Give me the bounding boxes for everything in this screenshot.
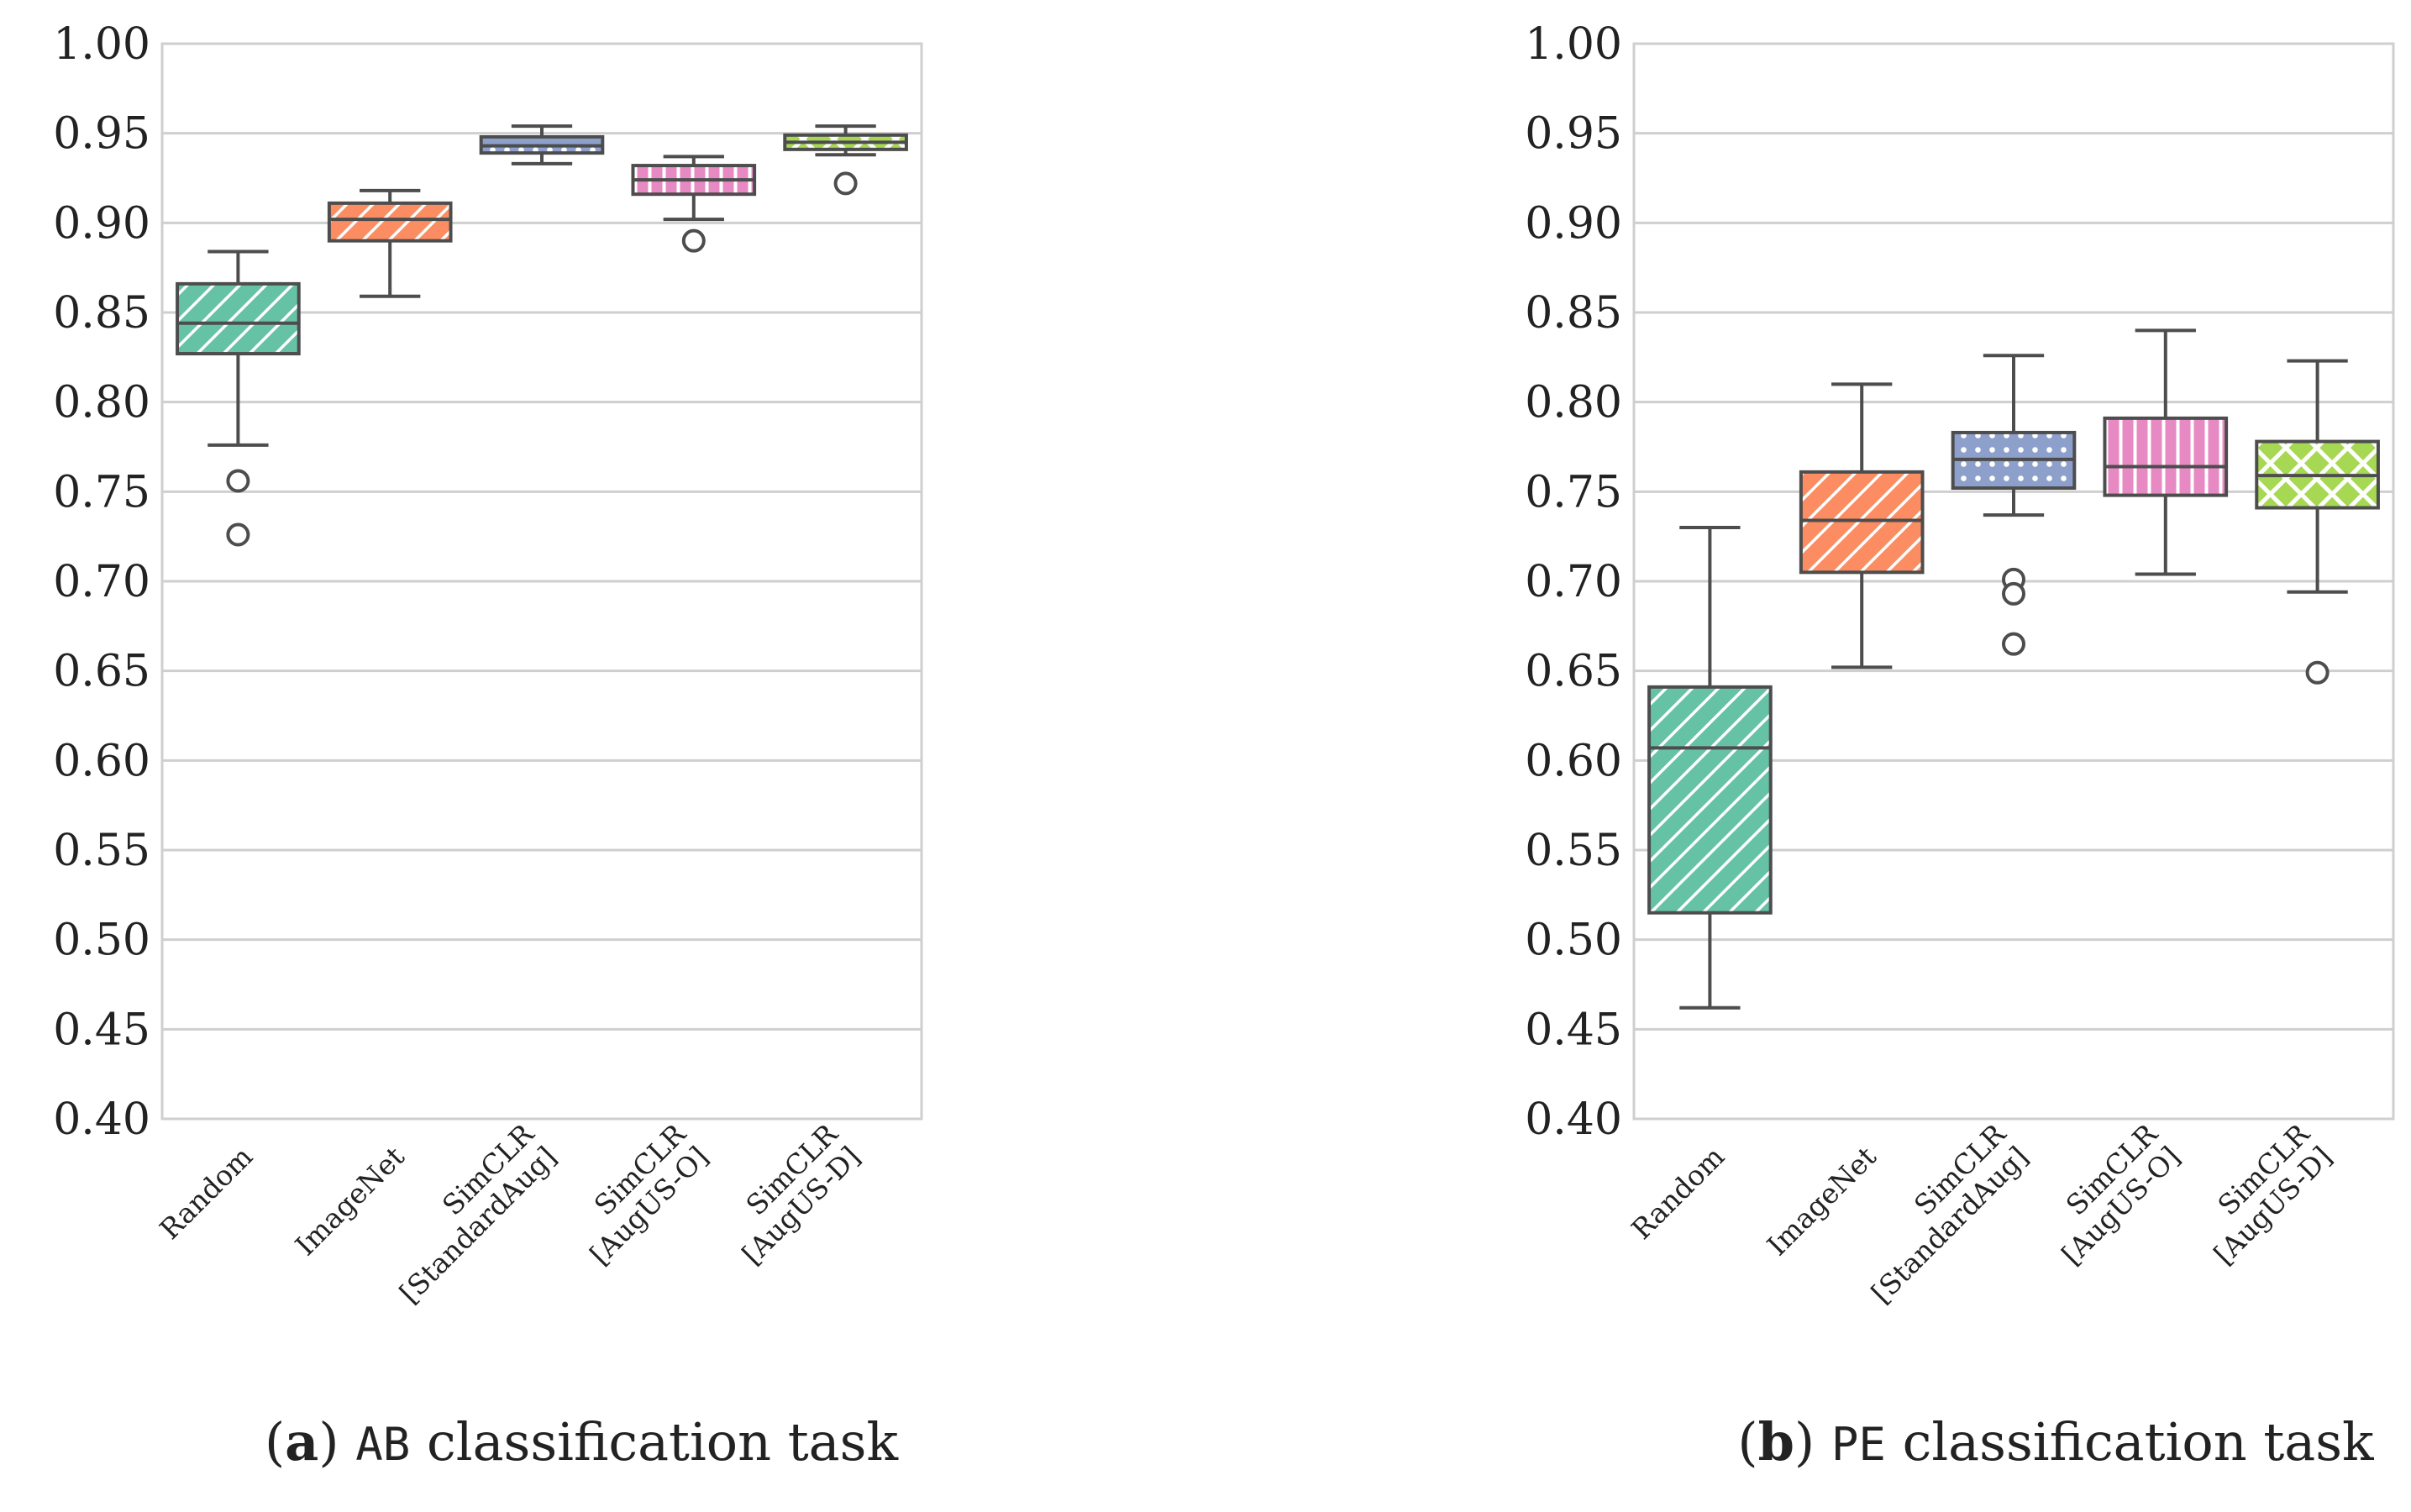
box-4	[2255, 359, 2380, 685]
y-tick-label: 0.55	[53, 826, 150, 876]
y-tick-label: 0.45	[1525, 1005, 1622, 1055]
plot-frame	[1632, 42, 2395, 1121]
box-hatch	[1800, 471, 1923, 573]
outlier-point	[681, 228, 706, 253]
x-tick-label: Random	[1625, 1140, 1731, 1246]
x-tick-label: SimCLR[AugUS-O]	[561, 1116, 716, 1271]
box-hatch	[1649, 686, 1771, 913]
y-tick-label: 0.55	[1525, 826, 1622, 876]
x-tick-label: Random	[153, 1140, 259, 1246]
outlier-point	[226, 469, 250, 493]
box-0	[176, 249, 301, 547]
x-tick-label: SimCLR[AugUS-D]	[713, 1116, 867, 1270]
box-4	[783, 124, 908, 196]
x-tick-label: ImageNet	[1761, 1140, 1883, 1262]
box-2	[1951, 354, 2077, 656]
panel-b-pe-classification: 0.40 0.45 0.50 0.55 0.60 0.65 0.70 0.75 0.80 0.85…	[1525, 19, 2395, 1473]
x-tick-label: SimCLR[StandardAug]	[1842, 1116, 2035, 1310]
x-tick-label: SimCLR[AugUS-D]	[2185, 1116, 2339, 1270]
y-tick-label: 0.65	[1525, 647, 1622, 697]
y-tick-label: 0.85	[1525, 288, 1622, 339]
box-hatch	[177, 283, 299, 354]
outlier-point	[226, 522, 250, 547]
y-tick-label: 0.75	[53, 467, 150, 517]
y-tick-label: 0.90	[1525, 198, 1622, 249]
box-outline	[176, 281, 301, 356]
y-tick-label: 0.70	[1525, 557, 1622, 607]
box-outline	[1799, 470, 1925, 575]
outlier-point	[2002, 581, 2025, 606]
x-tick-label: SimCLR[AugUS-O]	[2033, 1116, 2188, 1271]
panel-caption: (b) PE classification task	[1737, 1411, 2374, 1473]
x-tick-label: SimCLR[StandardAug]	[370, 1116, 564, 1310]
y-tick-label: 0.40	[1525, 1095, 1622, 1145]
box-hatch	[2104, 417, 2227, 496]
y-tick-label: 0.75	[1525, 467, 1622, 517]
y-tick-label: 0.80	[53, 378, 150, 428]
outlier-point	[833, 171, 858, 196]
y-tick-label: 0.70	[53, 557, 150, 607]
box-2	[479, 124, 605, 165]
panel-a-ab-classification: 0.40 0.45 0.50 0.55 0.60 0.65 0.70 0.75 0.80 0.85…	[53, 19, 923, 1473]
y-tick-label: 0.60	[1525, 736, 1622, 786]
y-tick-label: 0.95	[53, 109, 150, 160]
box-1	[327, 188, 453, 298]
box-3	[631, 155, 757, 253]
box-outline	[327, 201, 453, 243]
box-0	[1647, 526, 1773, 1010]
y-tick-label: 0.45	[53, 1005, 150, 1055]
outlier-point	[2002, 632, 2025, 656]
outlier-point	[2305, 660, 2330, 685]
y-tick-label: 0.65	[53, 647, 150, 697]
y-tick-label: 0.85	[53, 288, 150, 339]
box-outline	[1647, 685, 1773, 915]
box-1	[1799, 382, 1925, 669]
box-outline	[2103, 416, 2229, 497]
box-3	[2103, 328, 2229, 576]
y-tick-label: 0.90	[53, 198, 150, 249]
x-tick-label: ImageNet	[289, 1140, 411, 1262]
y-tick-label: 0.80	[1525, 378, 1622, 428]
y-tick-label: 0.60	[53, 736, 150, 786]
y-tick-label: 0.50	[53, 916, 150, 966]
plot-frame	[160, 42, 923, 1121]
box-hatch	[328, 202, 451, 241]
y-tick-label: 1.00	[1525, 19, 1622, 70]
y-tick-label: 0.40	[53, 1095, 150, 1145]
y-tick-label: 0.50	[1525, 916, 1622, 966]
y-tick-label: 1.00	[53, 19, 150, 70]
y-tick-label: 0.95	[1525, 109, 1622, 160]
panel-caption: (a) AB classification task	[265, 1411, 898, 1473]
